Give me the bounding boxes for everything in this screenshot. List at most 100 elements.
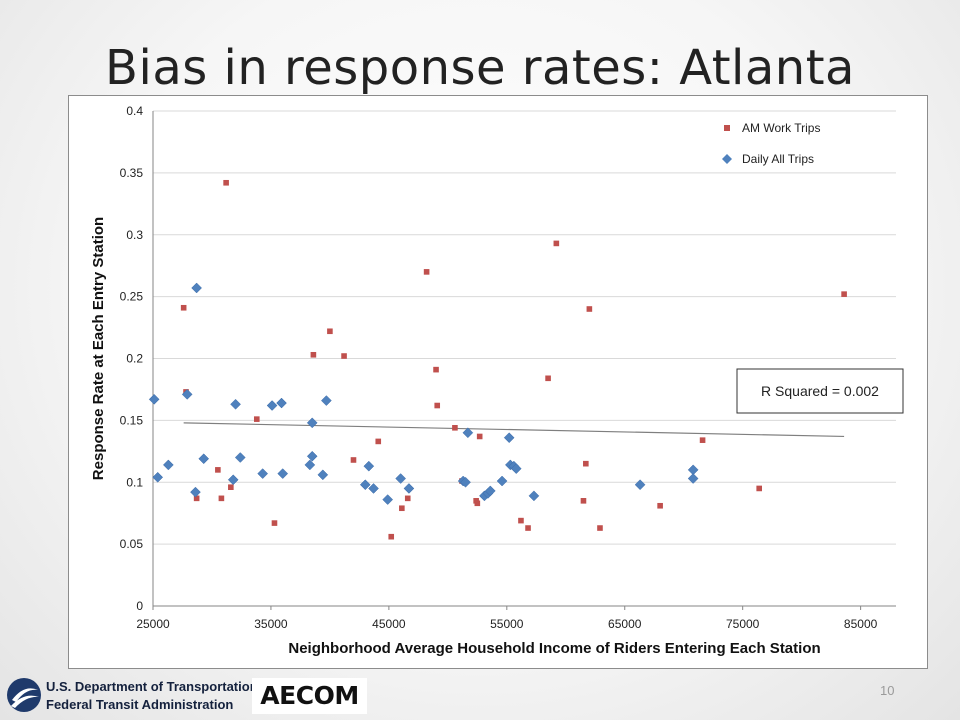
slide-title: Bias in response rates: Atlanta bbox=[105, 40, 855, 96]
am-work-point bbox=[545, 375, 551, 382]
y-tick-label: 0.2 bbox=[126, 352, 143, 366]
am-work-point bbox=[180, 304, 187, 311]
am-work-point bbox=[525, 525, 531, 531]
am-work-point bbox=[350, 457, 357, 463]
am-work-point bbox=[597, 525, 603, 531]
am-work-point bbox=[228, 484, 234, 490]
page-number: 10 bbox=[880, 683, 895, 698]
x-axis-title: Neighborhood Average Household Income of… bbox=[288, 640, 820, 657]
daily-all-point bbox=[304, 459, 316, 471]
r-squared-box bbox=[736, 368, 904, 414]
daily-all-point bbox=[484, 485, 496, 497]
y-tick-label: 0.15 bbox=[120, 413, 144, 427]
fta-name: Federal Transit Administration bbox=[46, 697, 234, 712]
daily-all-point bbox=[528, 490, 540, 502]
aecom-logo: AECOM bbox=[252, 678, 367, 714]
legend-am-work-marker bbox=[724, 125, 730, 131]
daily-all-point bbox=[230, 398, 241, 410]
x-tick-label: 55000 bbox=[490, 617, 524, 631]
daily-all-point bbox=[321, 395, 332, 406]
daily-all-point bbox=[152, 471, 164, 483]
am-work-point bbox=[433, 366, 439, 373]
daily-all-point bbox=[317, 469, 329, 481]
x-tick-label: 65000 bbox=[608, 617, 642, 631]
daily-all-point bbox=[363, 460, 375, 472]
am-work-point bbox=[341, 353, 347, 359]
am-work-point bbox=[841, 291, 847, 297]
am-work-point bbox=[474, 500, 481, 507]
daily-all-point bbox=[148, 393, 160, 405]
daily-all-point bbox=[191, 282, 202, 294]
am-work-point bbox=[375, 438, 382, 445]
trendline bbox=[183, 422, 845, 438]
am-work-point bbox=[756, 485, 762, 492]
daily-all-point bbox=[359, 479, 371, 491]
am-work-point bbox=[553, 240, 560, 247]
am-work-point bbox=[271, 520, 278, 526]
daily-all-point bbox=[496, 475, 508, 487]
x-tick-label: 85000 bbox=[844, 617, 878, 631]
am-work-point bbox=[218, 495, 225, 502]
am-work-point bbox=[699, 437, 706, 443]
daily-all-point bbox=[162, 459, 174, 471]
am-work-point bbox=[476, 433, 483, 440]
daily-all-point bbox=[460, 476, 471, 488]
dot-wordmark: U.S. Department of Transportation Federa… bbox=[46, 678, 258, 714]
legend-daily-all-marker bbox=[722, 154, 732, 164]
am-work-point bbox=[193, 495, 200, 502]
daily-all-point bbox=[503, 432, 515, 444]
am-work-point bbox=[327, 328, 333, 335]
daily-all-point bbox=[276, 397, 287, 409]
daily-all-point bbox=[510, 463, 522, 474]
am-work-point bbox=[580, 498, 587, 504]
daily-all-point bbox=[306, 417, 318, 429]
scatter-chart: 0 0.05 0.1 0.15 0.2 0.25 0.3 0.35 0.4 25000 35000 4… bbox=[90, 104, 904, 657]
daily-all-point bbox=[227, 474, 239, 486]
y-axis-title: Response Rate at Each Entry Station bbox=[90, 217, 107, 480]
am-work-point bbox=[399, 505, 405, 512]
r-squared-label: R Squared = 0.002 bbox=[761, 383, 879, 399]
y-tick-label: 0.25 bbox=[120, 290, 144, 304]
y-tick-label: 0.4 bbox=[126, 104, 143, 118]
daily-all-point bbox=[190, 486, 201, 498]
legend-daily-all-label: Daily All Trips bbox=[742, 152, 814, 166]
daily-all-point bbox=[266, 400, 278, 411]
x-tick-label: 45000 bbox=[372, 617, 406, 631]
daily-all-point bbox=[634, 479, 646, 491]
am-work-point bbox=[388, 533, 395, 540]
dot-name: U.S. Department of Transportation bbox=[46, 679, 258, 694]
am-work-point bbox=[310, 351, 317, 358]
x-tick-label: 25000 bbox=[136, 617, 170, 631]
y-tick-label: 0.3 bbox=[126, 228, 143, 242]
legend-am-work-label: AM Work Trips bbox=[742, 121, 820, 135]
y-tick-label: 0.05 bbox=[120, 537, 144, 551]
am-work-point bbox=[452, 425, 458, 431]
am-work-point bbox=[404, 495, 411, 502]
y-tick-label: 0 bbox=[136, 599, 143, 613]
daily-all-point bbox=[277, 468, 289, 479]
daily-all-point bbox=[257, 468, 269, 479]
am-work-point bbox=[586, 306, 593, 312]
am-work-point bbox=[215, 467, 221, 473]
am-work-point bbox=[423, 269, 430, 275]
y-tick-label: 0.1 bbox=[126, 475, 143, 489]
daily-all-point bbox=[368, 483, 379, 494]
daily-all-point bbox=[198, 453, 210, 465]
daily-all-point bbox=[181, 389, 193, 400]
dot-logo-icon bbox=[7, 678, 41, 712]
daily-all-point bbox=[403, 483, 415, 494]
am-work-point bbox=[657, 502, 663, 509]
chart-area: 0 0.05 0.1 0.15 0.2 0.25 0.3 0.35 0.4 25000 35000 4… bbox=[68, 95, 928, 669]
daily-all-point bbox=[462, 427, 474, 439]
daily-all-point bbox=[234, 452, 246, 463]
am-work-point bbox=[253, 416, 260, 422]
x-tick-label: 75000 bbox=[726, 617, 760, 631]
x-tick-label: 35000 bbox=[254, 617, 288, 631]
am-work-point bbox=[223, 179, 229, 186]
am-work-point bbox=[583, 460, 589, 467]
daily-all-point bbox=[382, 494, 394, 505]
y-tick-label: 0.35 bbox=[120, 166, 144, 180]
daily-all-point bbox=[687, 473, 699, 484]
am-work-point bbox=[518, 517, 524, 524]
daily-all-point bbox=[306, 450, 318, 462]
